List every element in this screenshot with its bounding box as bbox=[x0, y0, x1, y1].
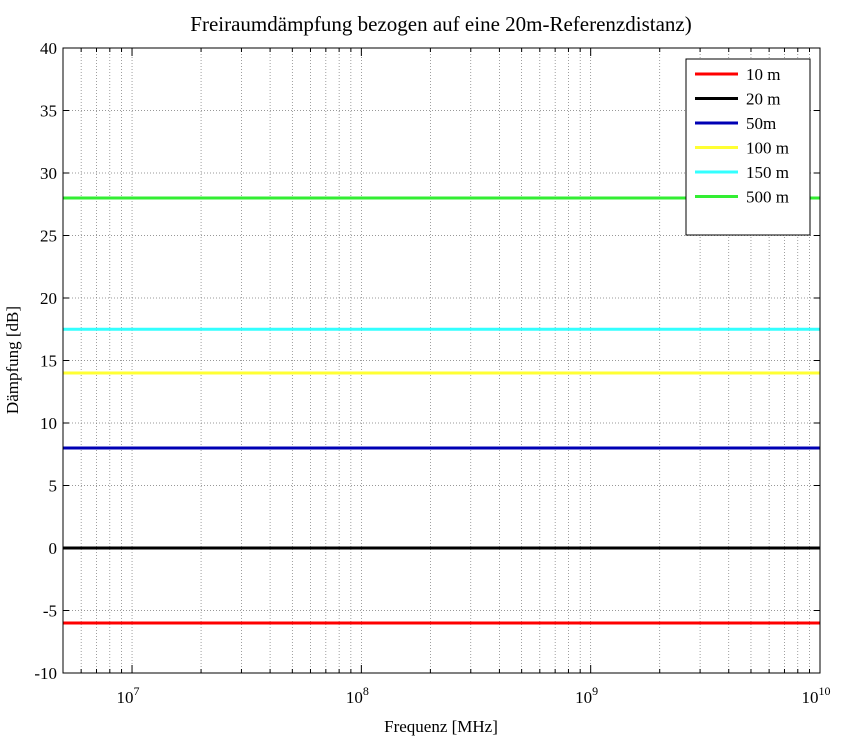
legend-label: 100 m bbox=[746, 139, 789, 158]
x-tick-exponent: 9 bbox=[592, 684, 598, 698]
y-axis-label: Dämpfung [dB] bbox=[3, 306, 22, 414]
y-tick-label: 35 bbox=[40, 102, 57, 121]
legend-label: 20 m bbox=[746, 90, 780, 109]
x-tick-label: 107 bbox=[117, 684, 140, 707]
y-tick-label: -5 bbox=[43, 602, 57, 621]
y-tick-label: 0 bbox=[49, 539, 58, 558]
y-tick-label: 20 bbox=[40, 289, 57, 308]
x-tick-base: 10 bbox=[802, 688, 819, 707]
x-tick-base: 10 bbox=[575, 688, 592, 707]
series-lines bbox=[63, 196, 820, 625]
y-tick-label: 30 bbox=[40, 164, 57, 183]
x-axis-label: Frequenz [MHz] bbox=[384, 717, 498, 736]
y-tick-label: 10 bbox=[40, 414, 57, 433]
legend-label: 500 m bbox=[746, 188, 789, 207]
chart-title: Freiraumdämpfung bezogen auf eine 20m-Re… bbox=[190, 12, 691, 36]
x-tick-exponent: 8 bbox=[363, 684, 369, 698]
legend-label: 150 m bbox=[746, 163, 789, 182]
y-tick-label: 5 bbox=[49, 477, 58, 496]
x-tick-base: 10 bbox=[346, 688, 363, 707]
y-tick-label: -10 bbox=[34, 664, 57, 683]
x-tick-label: 1010 bbox=[802, 684, 831, 707]
legend-label: 50m bbox=[746, 114, 776, 133]
legend: 10 m 20 m 50m 100 m 150 m 500 m bbox=[685, 58, 811, 236]
x-tick-exponent: 10 bbox=[819, 684, 831, 698]
legend-label: 10 m bbox=[746, 65, 780, 84]
x-tick-exponent: 7 bbox=[134, 684, 140, 698]
y-tick-label: 40 bbox=[40, 39, 57, 58]
x-tick-label: 109 bbox=[575, 684, 598, 707]
x-tick-label: 108 bbox=[346, 684, 369, 707]
x-tick-base: 10 bbox=[117, 688, 134, 707]
y-tick-label: 25 bbox=[40, 227, 57, 246]
y-tick-label: 15 bbox=[40, 352, 57, 371]
